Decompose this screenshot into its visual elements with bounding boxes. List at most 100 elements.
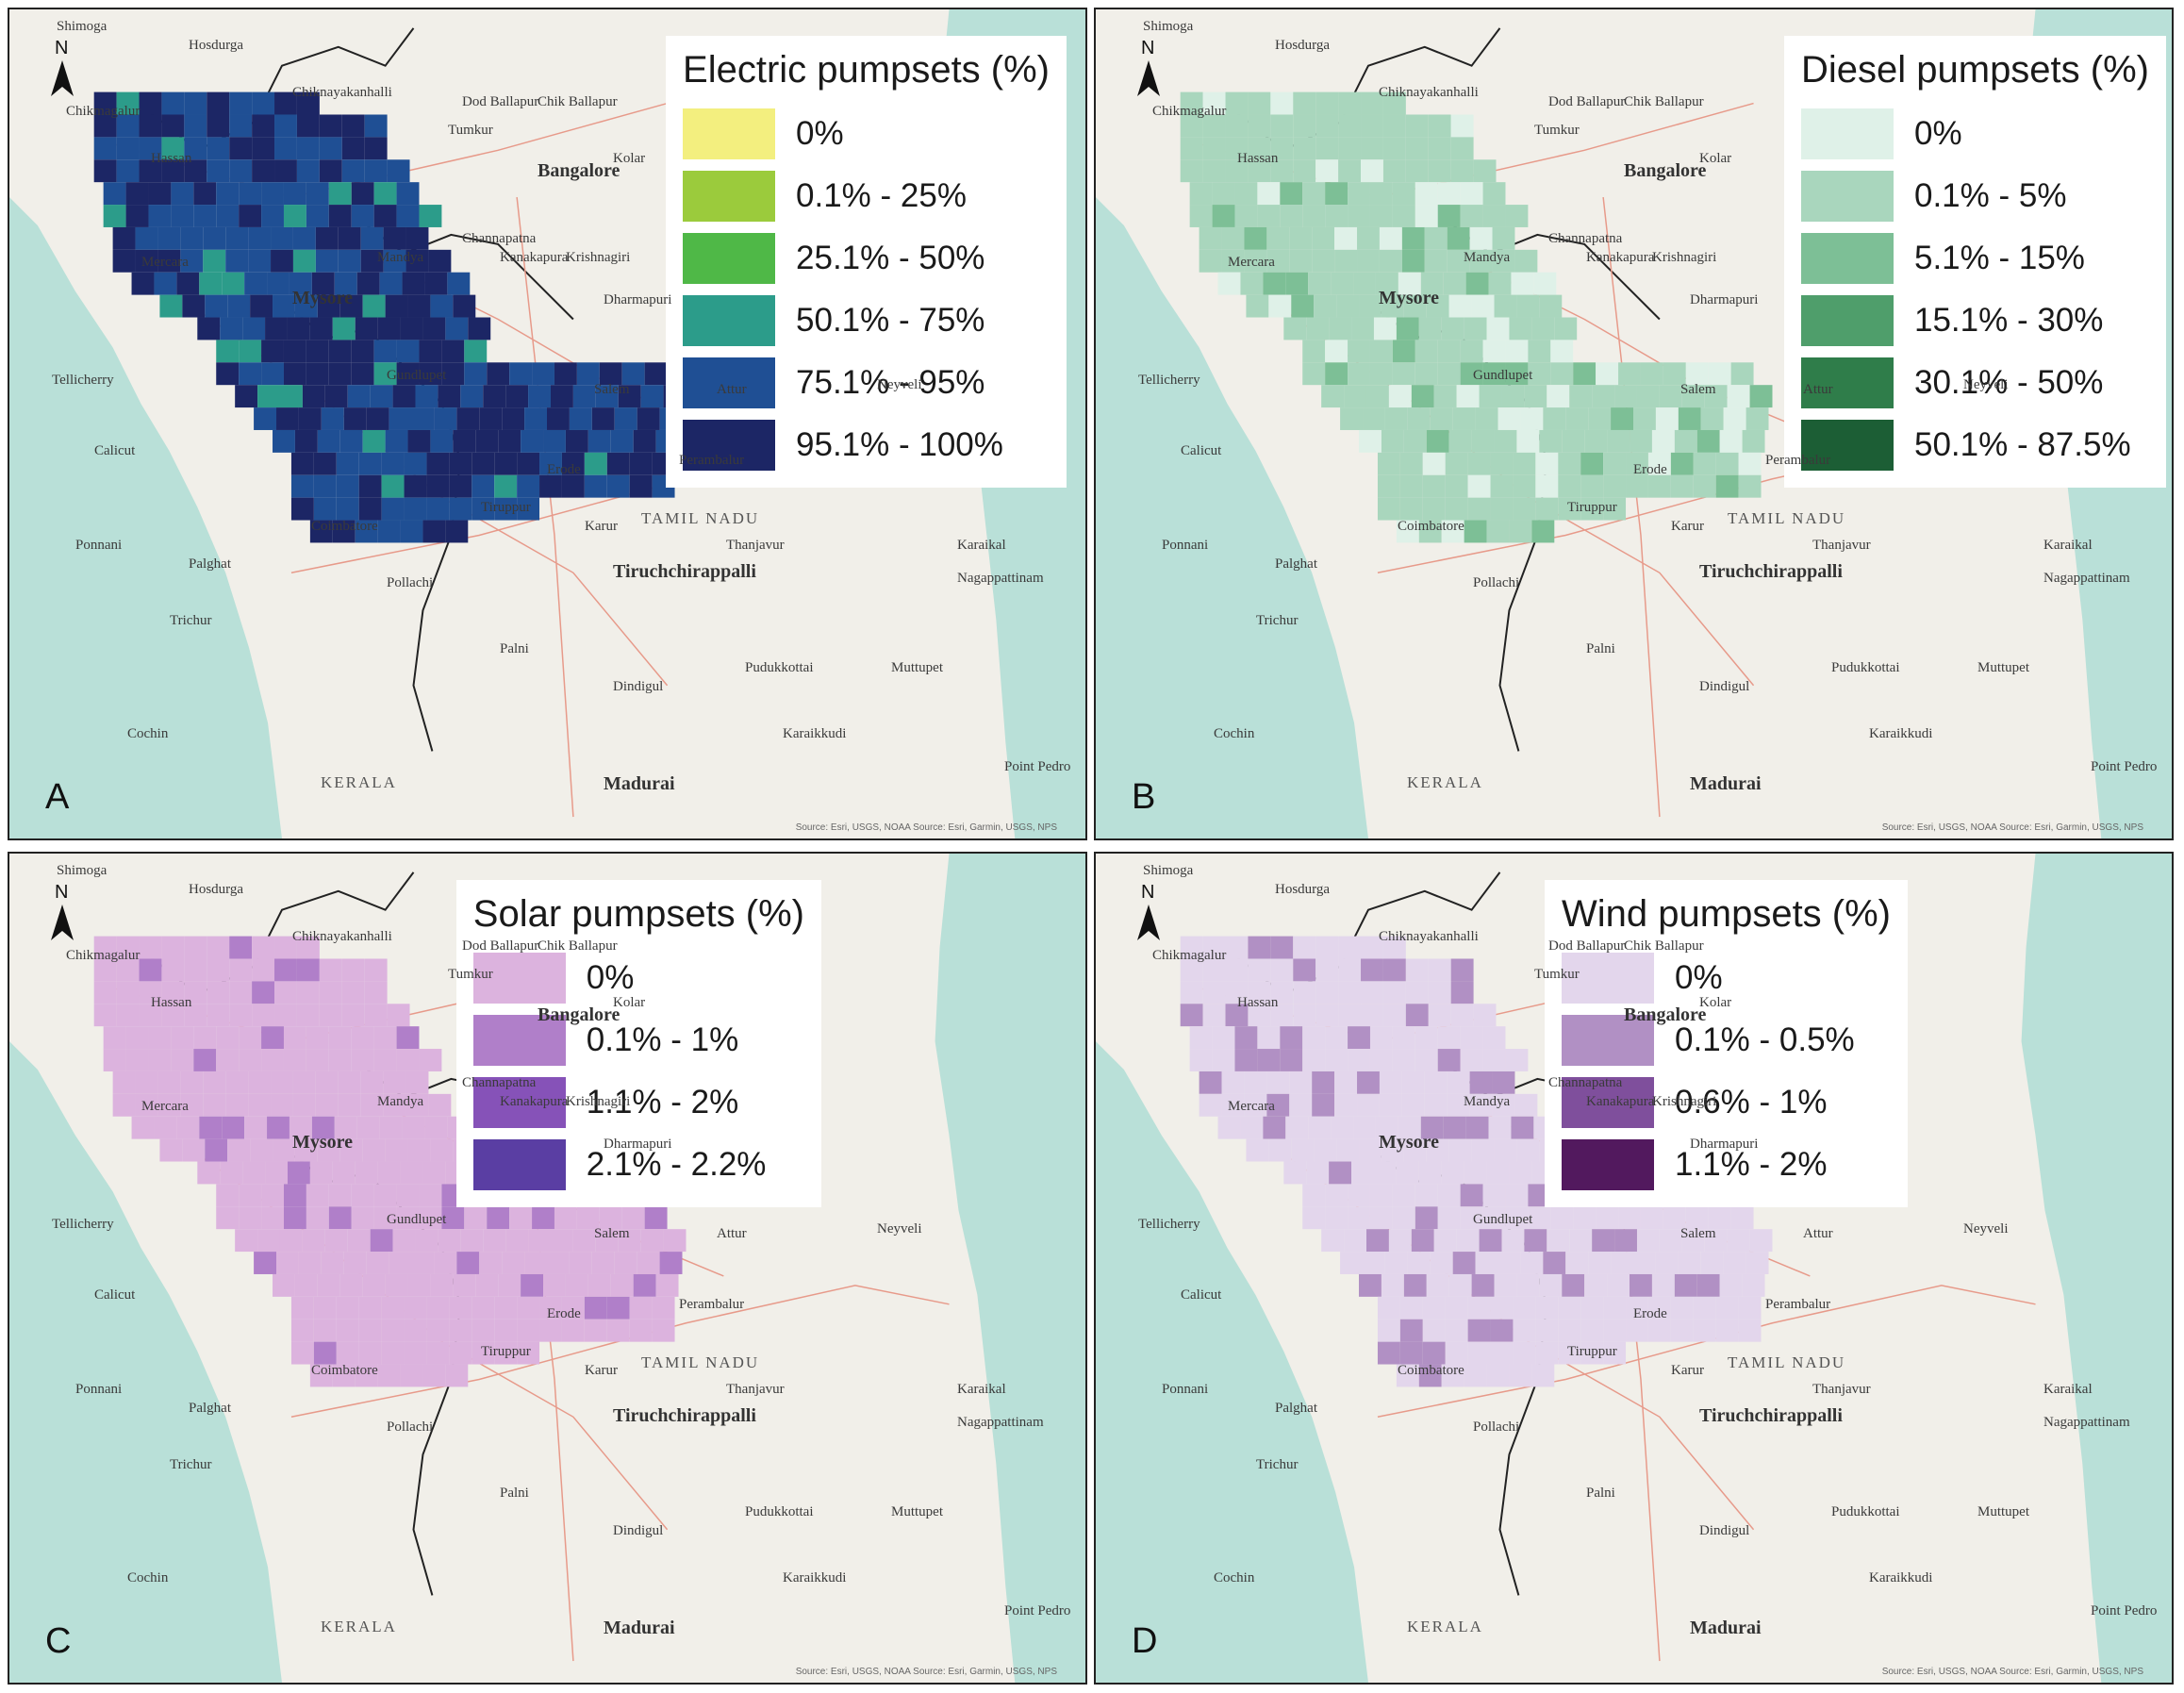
grid-cell (103, 182, 126, 206)
place-label: Thanjavur (1812, 538, 1871, 553)
grid-cell (1379, 226, 1402, 250)
grid-cell (341, 1004, 365, 1027)
grid-cell (1399, 1296, 1423, 1320)
grid-cell (93, 159, 117, 183)
grid-cell (1248, 159, 1271, 183)
grid-cell (1580, 474, 1604, 498)
grid-cell (328, 1026, 352, 1050)
grid-cell (640, 385, 664, 408)
grid-cell (283, 205, 306, 227)
grid-cell (1325, 182, 1348, 206)
grid-cell (319, 958, 342, 982)
grid-cell (1418, 520, 1442, 543)
panel-c: N Solar pumpsets (%) 0% 0.1% - 1% 1.1% - 2% 2… (8, 852, 1087, 1685)
place-label: Calicut (1181, 1287, 1222, 1303)
grid-cell (324, 385, 348, 408)
grid-cell (184, 91, 207, 115)
grid-cell (315, 1093, 339, 1117)
grid-cell (328, 340, 352, 363)
grid-cell (1516, 1138, 1540, 1162)
grid-cell (1308, 1116, 1332, 1139)
grid-cell (154, 1116, 177, 1139)
grid-cell (355, 1161, 378, 1185)
grid-cell (1528, 340, 1551, 363)
legend-swatch (683, 357, 776, 408)
grid-cell (565, 1273, 588, 1297)
grid-cell (1464, 1161, 1487, 1185)
grid-cell (472, 474, 495, 498)
grid-cell (1392, 340, 1415, 363)
place-label: Erode (1633, 462, 1667, 477)
grid-cell (449, 474, 472, 498)
grid-cell (1738, 474, 1762, 498)
grid-cell (103, 205, 126, 227)
legend-title: Solar pumpsets (%) (472, 893, 804, 935)
grid-cell (1329, 1161, 1352, 1185)
grid-cell (629, 1319, 653, 1342)
place-label: Dod Ballapur (462, 938, 539, 954)
grid-cell (334, 1116, 357, 1139)
place-label: Dindigul (1699, 1523, 1750, 1538)
grid-cell (1693, 474, 1716, 498)
grid-cell (449, 1319, 472, 1342)
north-label: N (1141, 38, 1155, 58)
grid-cell (1212, 1026, 1235, 1050)
place-label: Mysore (292, 288, 354, 308)
grid-cell (159, 294, 183, 318)
grid-cell (1405, 137, 1429, 160)
grid-cell (103, 1049, 126, 1071)
grid-cell (1359, 1138, 1382, 1162)
legend-item: 1.1% - 2% (472, 1071, 804, 1134)
grid-cell (309, 317, 333, 340)
grid-cell (271, 1071, 293, 1094)
place-label: Dharmapuri (604, 1137, 672, 1152)
grid-cell (1450, 159, 1474, 183)
grid-cell (294, 1138, 318, 1162)
grid-cell (274, 981, 297, 1004)
grid-cell (1573, 362, 1597, 386)
grid-cell (1513, 474, 1536, 498)
grid-cell (302, 385, 325, 408)
grid-cell (244, 272, 268, 295)
grid-cell (339, 1273, 363, 1297)
grid-cell (1482, 340, 1506, 363)
place-label: Trichur (1256, 1457, 1299, 1472)
place-label: Tellicherry (1138, 373, 1200, 388)
grid-cell (313, 1296, 337, 1320)
grid-cell (1379, 1071, 1402, 1094)
grid-cell (216, 1049, 240, 1071)
grid-cell (1285, 272, 1309, 295)
grid-cell (216, 1184, 240, 1207)
grid-cell (1700, 1252, 1724, 1274)
grid-cell (1674, 1273, 1697, 1297)
grid-cell (184, 137, 207, 160)
place-label: Bangalore (538, 1004, 620, 1025)
grid-cell (1315, 159, 1339, 183)
grid-cell (572, 385, 596, 408)
grid-cell (296, 1004, 320, 1027)
grid-cell (1535, 452, 1559, 475)
grid-cell (207, 114, 230, 138)
legend-label: 25.1% - 50% (796, 240, 985, 276)
grid-cell (1369, 1026, 1393, 1050)
legend-label: 0.1% - 0.5% (1675, 1021, 1855, 1058)
grid-cell (1377, 497, 1400, 521)
grid-cell (383, 1071, 406, 1094)
grid-cell (652, 1296, 675, 1320)
grid-cell (1473, 1004, 1497, 1027)
grid-cell (1202, 159, 1226, 183)
grid-cell (1659, 385, 1682, 408)
grid-cell (1647, 1319, 1671, 1342)
grid-cell (426, 1319, 450, 1342)
grid-cell (351, 182, 374, 206)
grid-cell (539, 1319, 562, 1342)
grid-cell (338, 226, 361, 250)
grid-cell (1742, 1273, 1765, 1297)
grid-cell (1244, 249, 1267, 273)
grid-cell (1727, 385, 1750, 408)
grid-cell (1450, 1004, 1474, 1027)
place-label: Dharmapuri (1690, 1137, 1759, 1152)
grid-cell (521, 429, 544, 453)
grid-cell (1302, 1206, 1326, 1230)
grid-cell (302, 1229, 325, 1253)
